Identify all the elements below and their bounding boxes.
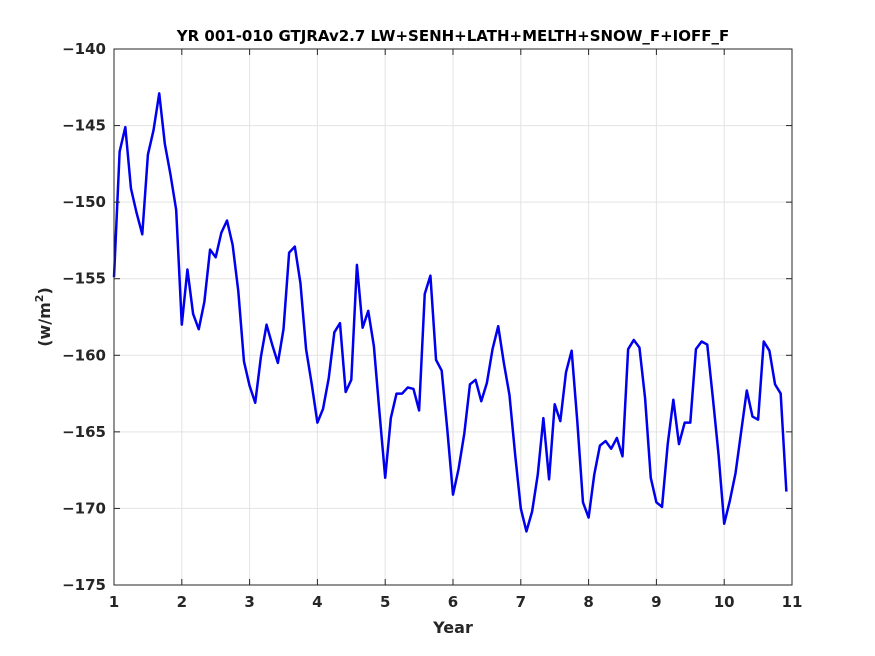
tick-labels: 1 2 3 4 5 6 7 8 9 10 11 −140 −145 −150 −155 −160 −165 −17…: [62, 40, 802, 611]
y-axis-label-superscript: 2: [33, 295, 46, 303]
y-tick-label: −150: [62, 193, 106, 211]
x-tick-label: 4: [312, 593, 322, 611]
x-tick-label: 6: [448, 593, 458, 611]
x-axis-label: Year: [432, 618, 473, 637]
y-axis-label: (w/m2): [33, 287, 54, 347]
ticks: [113, 48, 793, 586]
y-tick-label: −140: [62, 40, 106, 58]
x-tick-label: 3: [244, 593, 254, 611]
plot-area: [112, 92, 788, 533]
y-tick-label: −145: [62, 117, 106, 135]
x-tick-label: 10: [714, 593, 735, 611]
x-tick-label: 1: [109, 593, 119, 611]
y-tick-label: −175: [62, 576, 106, 594]
y-axis-label-text: (w/m: [35, 302, 54, 347]
y-tick-label: −155: [62, 270, 106, 288]
y-tick-label: −160: [62, 346, 106, 364]
x-tick-label: 8: [583, 593, 593, 611]
y-tick-label: −170: [62, 499, 106, 517]
x-tick-label: 2: [177, 593, 187, 611]
x-tick-label: 9: [651, 593, 661, 611]
x-tick-label: 7: [516, 593, 526, 611]
chart-title: YR 001-010 GTJRAv2.7 LW+SENH+LATH+MELTH+…: [176, 27, 730, 45]
y-axis-label-close: ): [35, 287, 54, 294]
x-tick-label: 5: [380, 593, 390, 611]
x-tick-label: 11: [782, 593, 803, 611]
y-tick-label: −165: [62, 423, 106, 441]
series-line: [112, 92, 788, 533]
